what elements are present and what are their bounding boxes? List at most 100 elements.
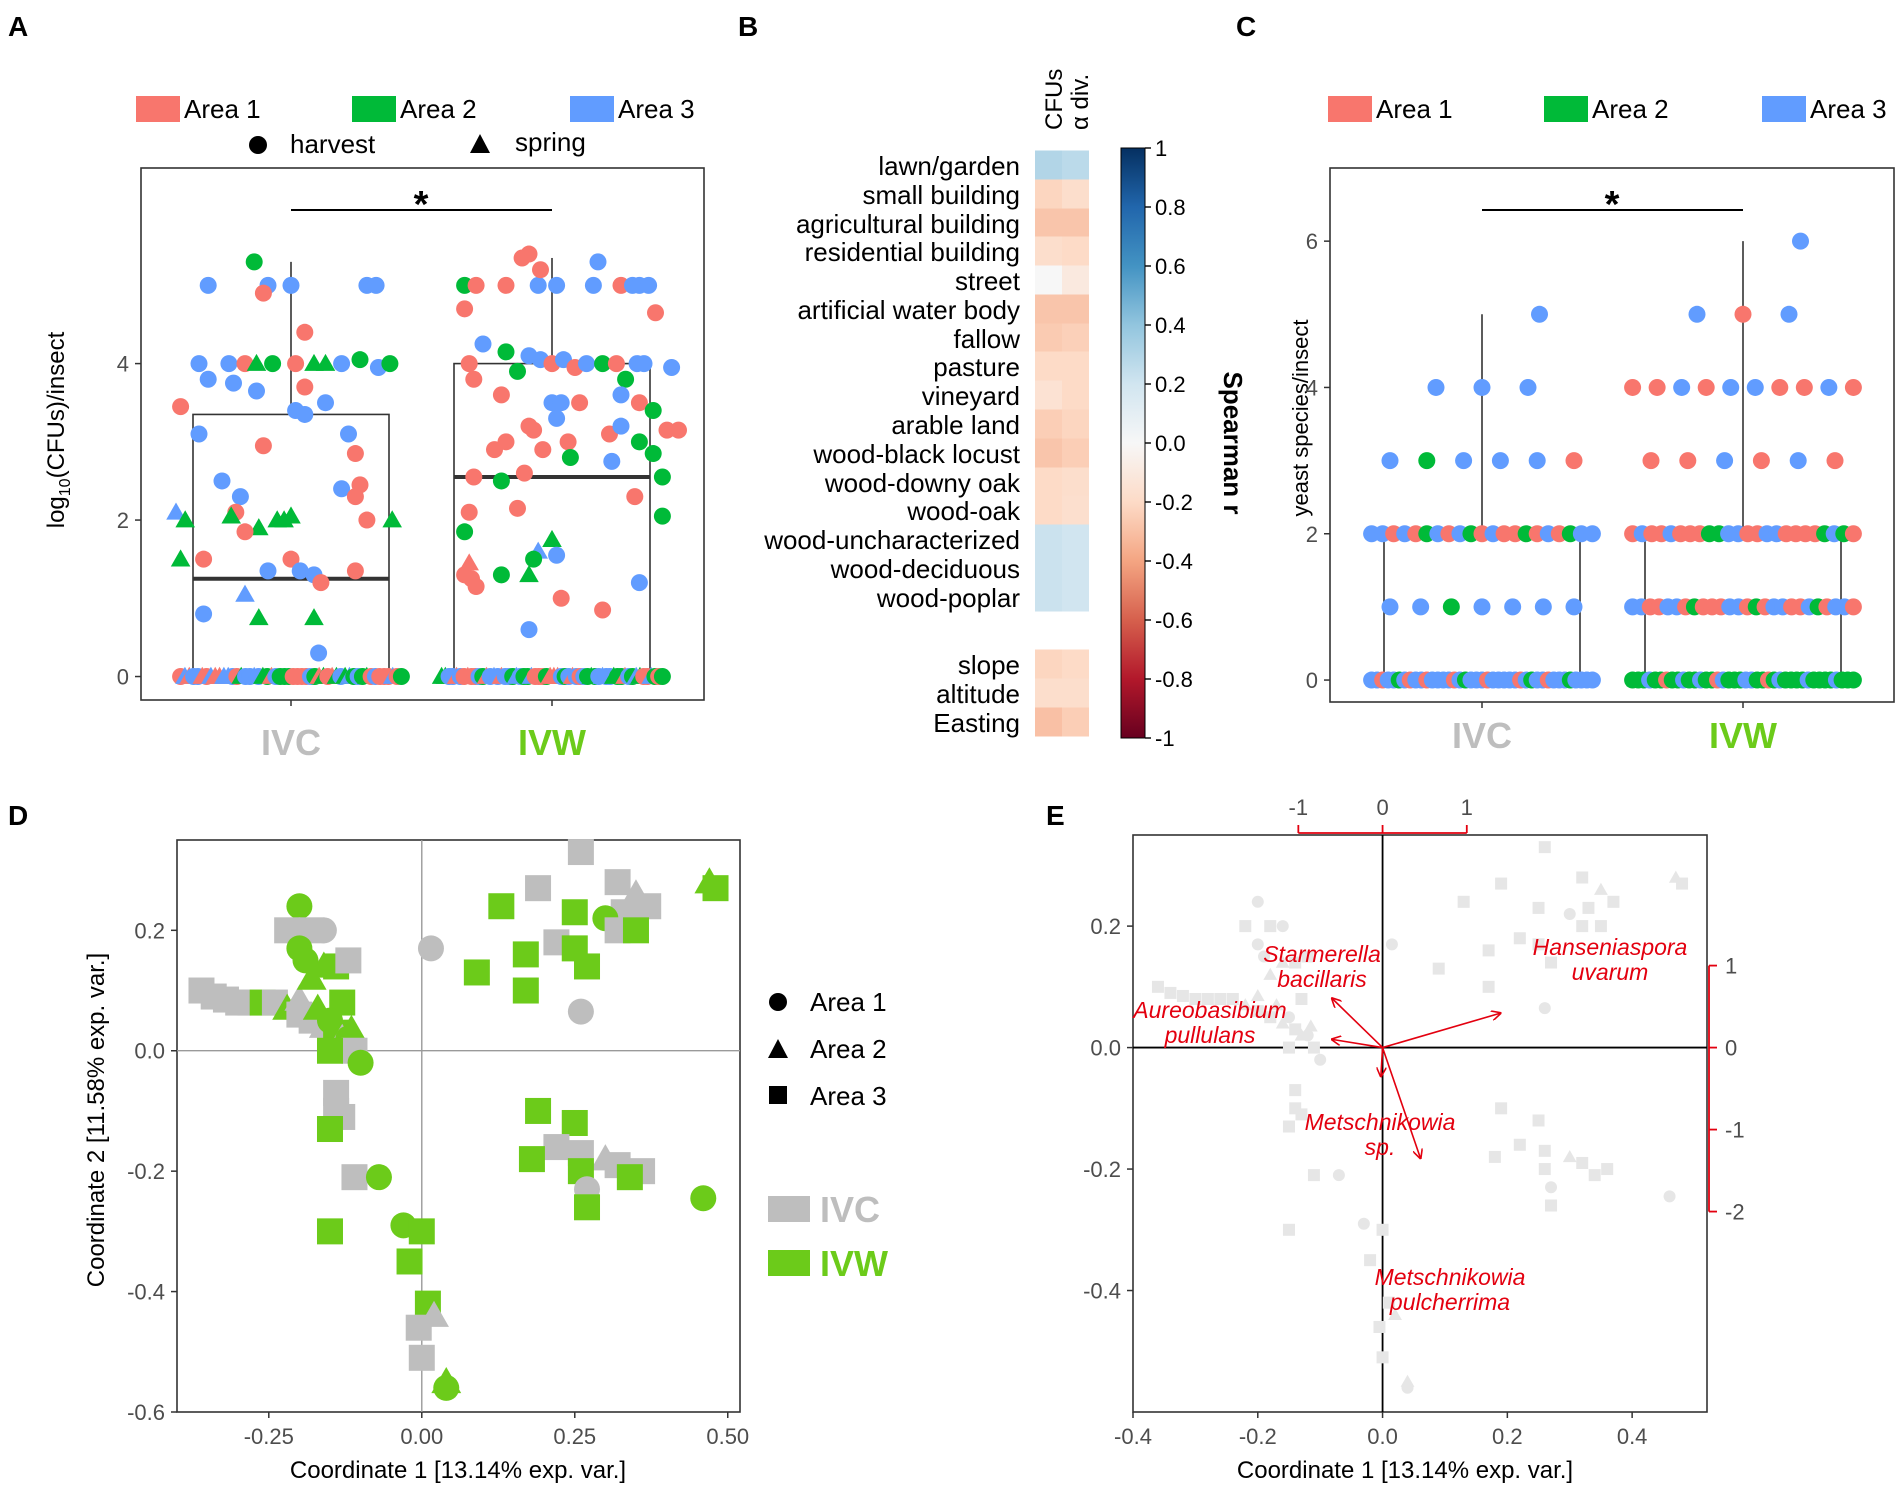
a-ytick-label: 0: [117, 665, 129, 690]
b-row-label: street: [955, 266, 1021, 296]
c-ytick-label: 0: [1306, 668, 1318, 693]
e-top-tick-label: -1: [1289, 795, 1309, 820]
e-faded-point: [1289, 956, 1302, 969]
e-right-tick-label: -1: [1725, 1118, 1745, 1143]
b-colorbar-tick-label: 0.6: [1155, 254, 1186, 279]
legend-swatch-area2: [352, 96, 396, 122]
a-point: [617, 370, 635, 388]
d-point: [574, 1194, 601, 1221]
e-faded-point: [1264, 1011, 1277, 1024]
a-point: [346, 488, 364, 506]
e-faded-point: [1295, 992, 1308, 1005]
c-point: [1455, 452, 1473, 470]
b-heat-cell: [1035, 438, 1062, 468]
c-point: [1565, 598, 1583, 616]
c-point: [1583, 671, 1601, 689]
d-point: [690, 1185, 717, 1212]
e-faded-point: [1250, 989, 1265, 1002]
e-faded-points: [1151, 841, 1689, 1394]
d-ytick-label: 0.2: [134, 918, 165, 943]
b-col-cfus: CFUs: [1041, 69, 1068, 130]
b-row-label: wood-oak: [906, 496, 1021, 526]
e-faded-point: [1576, 871, 1589, 884]
e-faded-point: [1495, 877, 1508, 890]
e-faded-point: [1238, 998, 1253, 1011]
a-point: [497, 276, 515, 294]
b-heat-cell: [1035, 524, 1062, 554]
c-point: [1752, 452, 1770, 470]
c-point: [1820, 378, 1838, 396]
a-point: [548, 276, 566, 294]
a-point: [670, 421, 687, 439]
legend-label-harvest: harvest: [290, 129, 376, 159]
c-point: [1427, 378, 1445, 396]
b-colorbar-tick-label: -0.8: [1155, 667, 1193, 692]
a-ytick-label: 2: [117, 508, 129, 533]
e-faded-point: [1263, 967, 1278, 980]
e-faded-point: [1301, 950, 1314, 963]
e-faded-point: [1545, 1199, 1558, 1212]
b-colorbar-tick-label: 0.8: [1155, 195, 1186, 220]
e-faded-point: [1382, 1296, 1395, 1309]
b-heat-cell: [1062, 351, 1089, 381]
e-faded-point: [1332, 1169, 1345, 1182]
legend-areas-a: Area 1 Area 2 Area 3: [136, 94, 695, 124]
e-axis-ticks: -0.4 -0.2 0.0 0.2 0.4 0.2 0.0 -0.2 -0.4 -1 0 1 1 0 -1 -…: [1083, 795, 1744, 1449]
a-ytick-label: 4: [117, 352, 129, 377]
d-point: [635, 893, 662, 920]
a-point: [552, 589, 570, 607]
d-point: [347, 1049, 374, 1076]
a-point: [612, 386, 630, 404]
b-heat-cell: [1062, 179, 1089, 209]
b-colorbar-gradient: [1120, 147, 1146, 739]
d-points: [188, 839, 729, 1401]
e-ytick-label: -0.4: [1083, 1279, 1121, 1304]
e-faded-point: [1663, 1190, 1676, 1203]
c-significance: *: [1482, 184, 1743, 226]
e-faded-point: [1282, 1011, 1295, 1024]
legend-label-spring: spring: [515, 127, 586, 157]
e-arrow-label: Metschnikowia: [1305, 1109, 1456, 1135]
panel-d: -0.25 0.00 0.25 0.50 0.2 0.0 -0.2 -0.4 -0.6 Coor…: [83, 839, 888, 1484]
a-point: [509, 362, 526, 380]
e-faded-point: [1307, 1169, 1320, 1182]
b-heat-cell: [1062, 380, 1089, 410]
e-right-tick-label: -2: [1725, 1200, 1745, 1225]
e-faded-point: [1226, 992, 1239, 1005]
legend-label-area2: Area 2: [400, 94, 477, 124]
d-point: [604, 869, 631, 896]
e-faded-point: [1401, 1381, 1414, 1394]
c-point: [1789, 452, 1807, 470]
a-point: [612, 417, 630, 435]
b-heat-cell: [1035, 707, 1062, 737]
e-arrow-label: Hanseniaspora: [1533, 934, 1688, 960]
c-point: [1624, 378, 1642, 396]
e-faded-point: [1545, 1181, 1558, 1194]
e-faded-point: [1582, 901, 1595, 914]
c-point: [1697, 378, 1715, 396]
e-faded-point: [1251, 1005, 1264, 1018]
b-row-label: wood-black locust: [812, 439, 1020, 469]
e-faded-point: [1594, 920, 1607, 933]
b-row-label: altitude: [936, 679, 1020, 709]
d-legend-ivc: IVC: [820, 1189, 880, 1230]
b-row-label: artificial water body: [797, 295, 1020, 325]
c-point: [1844, 525, 1862, 543]
e-faded-point: [1189, 992, 1202, 1005]
e-faded-point: [1538, 1144, 1551, 1157]
a-point: [235, 584, 255, 602]
d-point: [396, 1248, 423, 1275]
b-colorbar-tick-label: -0.6: [1155, 608, 1193, 633]
e-faded-point: [1532, 901, 1545, 914]
a-point: [254, 284, 272, 302]
e-arrow-label: bacillaris: [1277, 966, 1367, 992]
a-xtick-ivc: IVC: [261, 722, 321, 763]
b-colorbar-label: Spearman r: [1218, 371, 1248, 514]
b-heat-cell: [1062, 678, 1089, 708]
a-point: [561, 448, 579, 466]
b-colorbar-tick-label: 1: [1155, 136, 1167, 161]
e-faded-point: [1176, 989, 1189, 1002]
b-heat-cell: [1035, 236, 1062, 266]
a-point: [254, 437, 272, 455]
e-xtick-label: 0.0: [1367, 1424, 1398, 1449]
